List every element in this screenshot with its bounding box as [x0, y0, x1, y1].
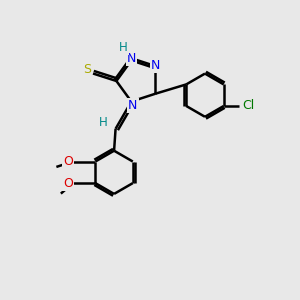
Text: S: S — [83, 63, 91, 76]
Text: H: H — [99, 116, 107, 129]
Text: O: O — [63, 177, 73, 190]
Text: Cl: Cl — [242, 100, 254, 112]
Text: N: N — [128, 99, 137, 112]
Text: H: H — [119, 41, 128, 54]
Text: N: N — [151, 59, 160, 72]
Text: O: O — [63, 155, 73, 168]
Text: N: N — [127, 52, 136, 64]
